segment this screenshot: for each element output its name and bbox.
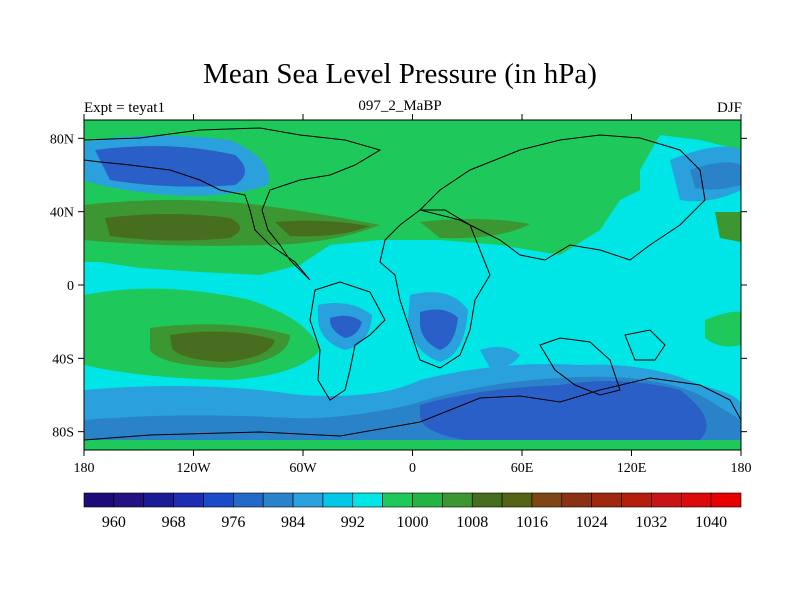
contour-high-pacific-core bbox=[105, 214, 240, 241]
contour-green-asia bbox=[460, 150, 640, 232]
colorbar-swatch bbox=[501, 492, 533, 508]
colorbar-swatch bbox=[113, 492, 145, 508]
colorbar-swatch bbox=[83, 492, 115, 508]
contour-low-north bbox=[95, 146, 245, 187]
contour-high-east bbox=[715, 212, 741, 242]
lon-tick-label: 0 bbox=[409, 461, 416, 476]
colorbar-swatch bbox=[173, 492, 204, 508]
contour-low-africa-core bbox=[420, 309, 458, 350]
colorbar-swatch bbox=[233, 492, 264, 508]
colorbar-swatch bbox=[710, 492, 742, 508]
contour-low-asia-trop bbox=[480, 346, 520, 369]
colorbar-label: 968 bbox=[162, 514, 186, 531]
contour-high-atlantic-core bbox=[275, 220, 370, 237]
lon-tick-label: 60W bbox=[289, 461, 317, 476]
contour-high-asia bbox=[420, 218, 530, 239]
contour-green-south-east bbox=[705, 311, 741, 347]
lon-tick-label: 60E bbox=[511, 461, 534, 476]
chart-title: Mean Sea Level Pressure (in hPa) bbox=[203, 58, 597, 90]
coastlines bbox=[84, 127, 741, 441]
colorbar-swatch bbox=[471, 492, 503, 508]
colorbar-swatch bbox=[680, 492, 712, 508]
lon-tick-label: 180 bbox=[74, 461, 95, 476]
contour-low-south-core bbox=[420, 381, 707, 444]
colorbar-label: 1032 bbox=[635, 514, 667, 531]
colorbar-swatch bbox=[561, 492, 592, 508]
experiment-label: Expt = teyat1 bbox=[84, 100, 165, 116]
contour-high-south-core bbox=[170, 331, 275, 362]
colorbar-swatch bbox=[262, 492, 294, 508]
lon-tick-label: 120E bbox=[617, 461, 647, 476]
contour-low-samerica-core bbox=[330, 315, 362, 338]
colorbar-swatch bbox=[352, 492, 383, 508]
time-label: 097_2_MaBP bbox=[358, 98, 442, 114]
map-contours bbox=[84, 120, 741, 450]
colorbar-swatch bbox=[292, 492, 324, 508]
lon-tick-label: 120W bbox=[176, 461, 211, 476]
colorbar-swatch bbox=[591, 492, 622, 508]
season-label: DJF bbox=[716, 100, 742, 116]
colorbar-label: 1016 bbox=[516, 514, 548, 531]
colorbar-swatch bbox=[621, 492, 652, 508]
contour-green-antarctic bbox=[84, 440, 741, 450]
colorbar-swatch bbox=[203, 492, 234, 508]
colorbar-label: 1000 bbox=[397, 514, 429, 531]
colorbar-swatch bbox=[412, 492, 443, 508]
colorbar-label: 960 bbox=[102, 514, 126, 531]
lat-tick-label: 40S bbox=[52, 352, 74, 367]
colorbar-label: 992 bbox=[341, 514, 365, 531]
lat-tick-label: 40N bbox=[50, 206, 74, 221]
colorbar-swatch bbox=[382, 492, 413, 508]
map-axes: 180 120W 60W 0 60E 120E 180 80N 40N 0 40S 80S bbox=[50, 114, 752, 476]
colorbar-swatch bbox=[143, 492, 174, 508]
lon-tick-label: 180 bbox=[731, 461, 752, 476]
colorbar-label: 1024 bbox=[576, 514, 608, 531]
colorbar-label: 1008 bbox=[456, 514, 488, 531]
colorbar-swatch bbox=[322, 492, 354, 508]
colorbar: 960 968 976 984 992 1000 1008 1016 1024 1032 1040 bbox=[83, 492, 742, 531]
colorbar-swatch bbox=[531, 492, 563, 508]
colorbar-swatch bbox=[651, 492, 682, 508]
contour-low-north-east-core bbox=[690, 162, 741, 190]
lat-tick-label: 80N bbox=[50, 132, 74, 147]
colorbar-label: 984 bbox=[281, 514, 305, 531]
lat-tick-label: 80S bbox=[52, 426, 74, 441]
lat-tick-label: 0 bbox=[67, 279, 74, 294]
colorbar-label: 1040 bbox=[695, 514, 727, 531]
colorbar-swatch bbox=[442, 492, 473, 508]
colorbar-label: 976 bbox=[221, 514, 245, 531]
